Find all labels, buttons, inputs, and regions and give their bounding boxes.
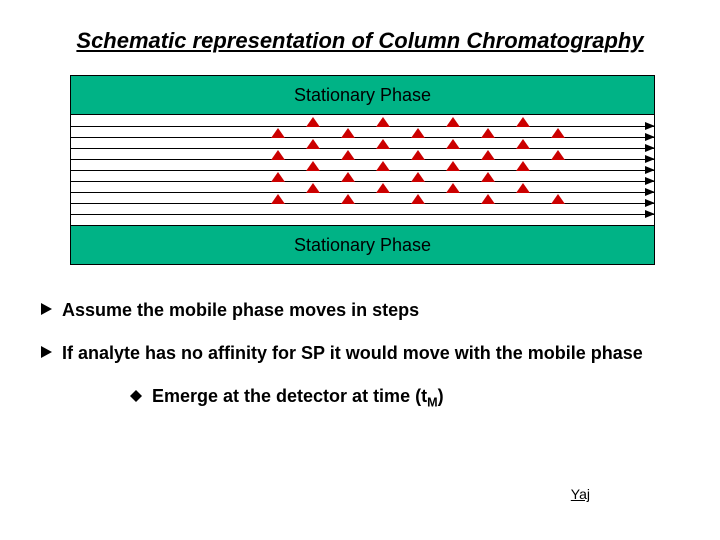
- stationary-phase-bottom: Stationary Phase: [70, 225, 655, 265]
- analyte-triangle-icon: [551, 150, 565, 160]
- flow-line: [71, 126, 654, 127]
- sub-bullet-item: Emerge at the detector at time (tM): [130, 386, 680, 410]
- analyte-triangle-icon: [271, 128, 285, 138]
- chromatography-diagram: Stationary Phase Stationary Phase: [70, 75, 655, 265]
- analyte-triangle-icon: [376, 161, 390, 171]
- analyte-triangle-icon: [516, 161, 530, 171]
- analyte-triangle-icon: [306, 117, 320, 127]
- sub-bullet-text: Emerge at the detector at time (tM): [152, 386, 444, 410]
- analyte-triangle-icon: [446, 161, 460, 171]
- analyte-triangle-icon: [306, 183, 320, 193]
- analyte-triangle-icon: [376, 183, 390, 193]
- analyte-triangle-icon: [481, 128, 495, 138]
- analyte-triangle-icon: [376, 117, 390, 127]
- analyte-triangle-icon: [446, 183, 460, 193]
- analyte-triangle-icon: [411, 194, 425, 204]
- bullet-text: Assume the mobile phase moves in steps: [62, 300, 419, 321]
- diamond-bullet-icon: [130, 390, 142, 402]
- analyte-triangle-icon: [516, 183, 530, 193]
- analyte-triangle-icon: [306, 161, 320, 171]
- analyte-triangle-icon: [516, 117, 530, 127]
- analyte-triangle-icon: [411, 150, 425, 160]
- analyte-triangle-icon: [376, 139, 390, 149]
- analyte-triangle-icon: [271, 194, 285, 204]
- footer-signature: Yaj: [571, 486, 590, 502]
- bullet-list: Assume the mobile phase moves in steps I…: [40, 300, 680, 410]
- analyte-triangle-icon: [411, 128, 425, 138]
- flow-line: [71, 214, 654, 215]
- analyte-triangle-icon: [411, 172, 425, 182]
- flow-line: [71, 192, 654, 193]
- flow-line: [71, 159, 654, 160]
- analyte-triangle-icon: [341, 150, 355, 160]
- analyte-triangle-icon: [481, 194, 495, 204]
- analyte-triangle-icon: [551, 128, 565, 138]
- flow-line: [71, 137, 654, 138]
- bullet-item: If analyte has no affinity for SP it wou…: [40, 343, 680, 364]
- bullet-arrow-icon: [40, 302, 54, 316]
- analyte-triangle-icon: [341, 172, 355, 182]
- page-title: Schematic representation of Column Chrom…: [0, 28, 720, 54]
- analyte-triangle-icon: [446, 117, 460, 127]
- analyte-triangle-icon: [341, 128, 355, 138]
- analyte-triangle-icon: [516, 139, 530, 149]
- stationary-phase-top: Stationary Phase: [70, 75, 655, 115]
- analyte-triangle-icon: [481, 150, 495, 160]
- flow-line: [71, 170, 654, 171]
- analyte-triangle-icon: [271, 172, 285, 182]
- bullet-item: Assume the mobile phase moves in steps: [40, 300, 680, 321]
- analyte-triangle-icon: [306, 139, 320, 149]
- mobile-phase-flow-area: [70, 115, 655, 225]
- analyte-triangle-icon: [481, 172, 495, 182]
- analyte-triangle-icon: [551, 194, 565, 204]
- analyte-triangle-icon: [446, 139, 460, 149]
- flow-line: [71, 203, 654, 204]
- analyte-triangle-icon: [341, 194, 355, 204]
- bullet-arrow-icon: [40, 345, 54, 359]
- flow-line: [71, 148, 654, 149]
- bullet-text: If analyte has no affinity for SP it wou…: [62, 343, 643, 364]
- analyte-triangle-icon: [271, 150, 285, 160]
- flow-line: [71, 181, 654, 182]
